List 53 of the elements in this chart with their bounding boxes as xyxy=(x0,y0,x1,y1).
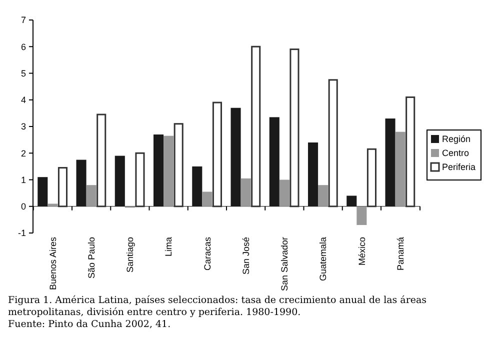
x-tick-label: Santiago xyxy=(125,237,136,273)
bar xyxy=(114,156,125,206)
x-tick-label: México xyxy=(356,237,367,266)
bar xyxy=(395,132,406,206)
source-note: Fuente: Pinto da Cunha 2002, 41. xyxy=(8,319,171,330)
y-tick-label: 6 xyxy=(20,42,26,52)
bar xyxy=(269,117,280,206)
bar xyxy=(346,196,357,206)
bar xyxy=(86,185,96,206)
bar xyxy=(279,180,290,206)
bar xyxy=(318,185,328,206)
bar xyxy=(96,114,106,208)
legend-label: Periferia xyxy=(442,162,476,172)
bar xyxy=(406,96,416,208)
y-tick-label: 7 xyxy=(20,15,26,26)
bar xyxy=(135,152,145,208)
bar xyxy=(212,102,222,208)
bar xyxy=(366,148,376,208)
x-tick-label: San José xyxy=(240,237,251,275)
bar xyxy=(154,134,164,206)
bar xyxy=(308,142,318,206)
x-tick-label: Caracas xyxy=(202,236,212,271)
x-tick-label: São Paulo xyxy=(86,237,96,279)
x-tick-label: Guatemala xyxy=(318,237,328,282)
bar xyxy=(202,192,212,206)
bar xyxy=(38,177,48,206)
bar xyxy=(356,206,367,226)
bar xyxy=(240,178,251,206)
x-tick-label: Panamá xyxy=(395,237,406,271)
y-tick-label: -1 xyxy=(18,228,26,238)
bar xyxy=(230,108,241,206)
bar xyxy=(58,167,68,208)
y-tick-label: 3 xyxy=(20,122,26,132)
y-tick-label: 1 xyxy=(20,174,26,185)
bar xyxy=(385,118,396,206)
bar xyxy=(48,204,58,206)
y-tick-label: 4 xyxy=(20,95,26,106)
x-tick-label: San Salvador xyxy=(280,237,290,292)
bar xyxy=(76,160,86,206)
bar xyxy=(328,79,338,208)
x-tick-label: Lima xyxy=(164,237,174,257)
x-tick-label: Buenos Aires xyxy=(48,236,58,290)
y-tick-label: 5 xyxy=(20,68,26,78)
bar xyxy=(164,136,174,206)
bar xyxy=(290,48,300,208)
legend-label: Centro xyxy=(442,148,470,158)
y-tick-label: 0 xyxy=(20,202,26,212)
bar xyxy=(174,123,184,208)
bar xyxy=(192,166,202,206)
text: Figura 1. América Latina, países seleccionados: tasa de crecimiento anual de las áreas metropolitanas, división entre centro y periferia. 1980-1990. xyxy=(8,295,427,318)
bar xyxy=(251,46,261,208)
legend-label: Región xyxy=(442,134,471,144)
y-tick-label: 2 xyxy=(20,148,26,158)
